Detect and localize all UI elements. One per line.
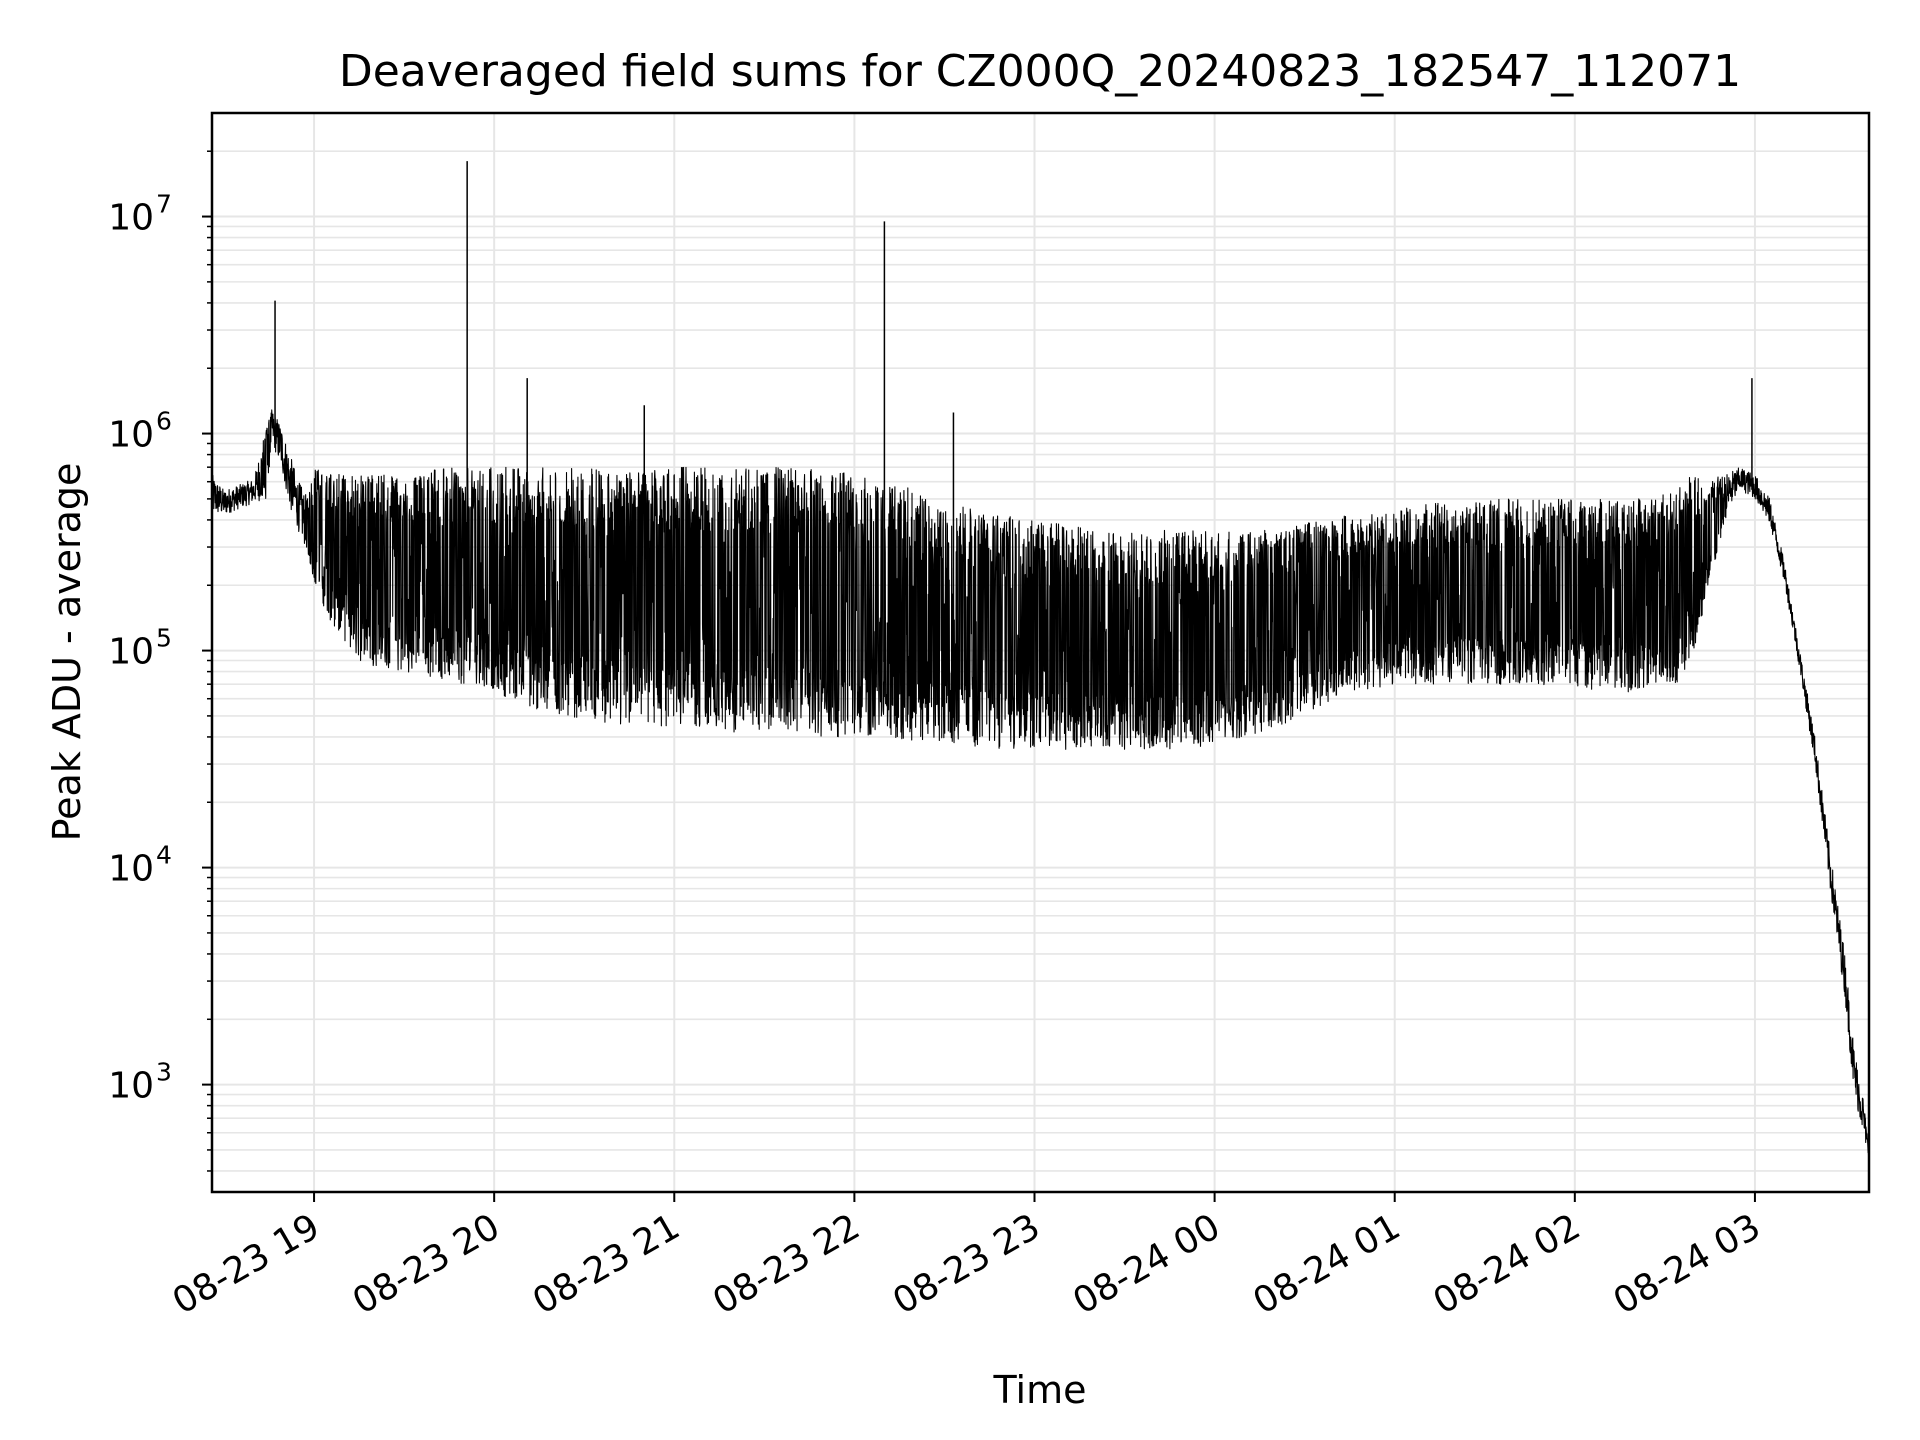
series-line xyxy=(211,161,1870,1160)
plot-frame xyxy=(210,111,1871,1194)
series-path xyxy=(211,409,1870,1160)
y-tick-exponent: 7 xyxy=(156,190,172,219)
x-axis-label: Time xyxy=(993,1368,1087,1412)
y-tick-label: 10 xyxy=(108,849,154,890)
y-tick-label: 10 xyxy=(108,415,154,456)
y-axis-label: Peak ADU - average xyxy=(45,463,89,842)
y-tick-label: 10 xyxy=(108,198,154,239)
chart-title: Deaveraged field sums for CZ000Q_2024082… xyxy=(339,46,1741,97)
y-tick-exponent: 5 xyxy=(156,624,172,653)
y-tick-label: 10 xyxy=(108,632,154,673)
y-tick-exponent: 3 xyxy=(156,1058,172,1087)
y-tick-exponent: 6 xyxy=(156,407,172,436)
y-tick-exponent: 4 xyxy=(156,841,172,870)
y-tick-label: 10 xyxy=(108,1066,154,1107)
